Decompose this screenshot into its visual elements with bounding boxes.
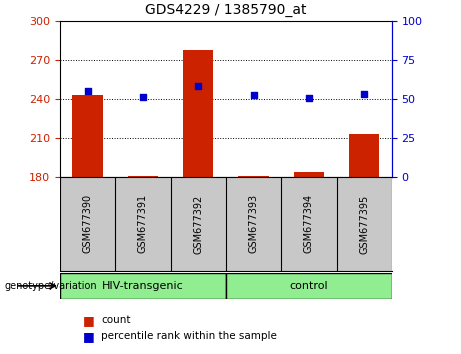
Text: HIV-transgenic: HIV-transgenic xyxy=(102,281,184,291)
Point xyxy=(305,95,313,101)
Text: GSM677392: GSM677392 xyxy=(193,194,203,253)
Bar xyxy=(226,273,392,299)
Bar xyxy=(72,95,103,177)
Point xyxy=(250,92,257,98)
Text: GSM677390: GSM677390 xyxy=(83,194,93,253)
Text: percentile rank within the sample: percentile rank within the sample xyxy=(101,331,278,341)
Text: GSM677394: GSM677394 xyxy=(304,194,314,253)
Bar xyxy=(238,176,269,177)
Text: GSM677393: GSM677393 xyxy=(248,194,259,253)
Text: ■: ■ xyxy=(83,330,95,343)
Point xyxy=(195,83,202,89)
Point xyxy=(84,88,91,94)
Text: ■: ■ xyxy=(83,314,95,327)
Point xyxy=(361,91,368,97)
Title: GDS4229 / 1385790_at: GDS4229 / 1385790_at xyxy=(145,4,307,17)
Bar xyxy=(60,273,226,299)
Text: GSM677395: GSM677395 xyxy=(359,194,369,253)
Bar xyxy=(349,134,379,177)
Text: count: count xyxy=(101,315,131,325)
Bar xyxy=(183,50,213,177)
Bar xyxy=(128,176,158,177)
Text: genotype/variation: genotype/variation xyxy=(5,281,97,291)
Point xyxy=(139,94,147,99)
Text: GSM677391: GSM677391 xyxy=(138,194,148,253)
Text: control: control xyxy=(290,281,328,291)
Bar xyxy=(294,172,324,177)
